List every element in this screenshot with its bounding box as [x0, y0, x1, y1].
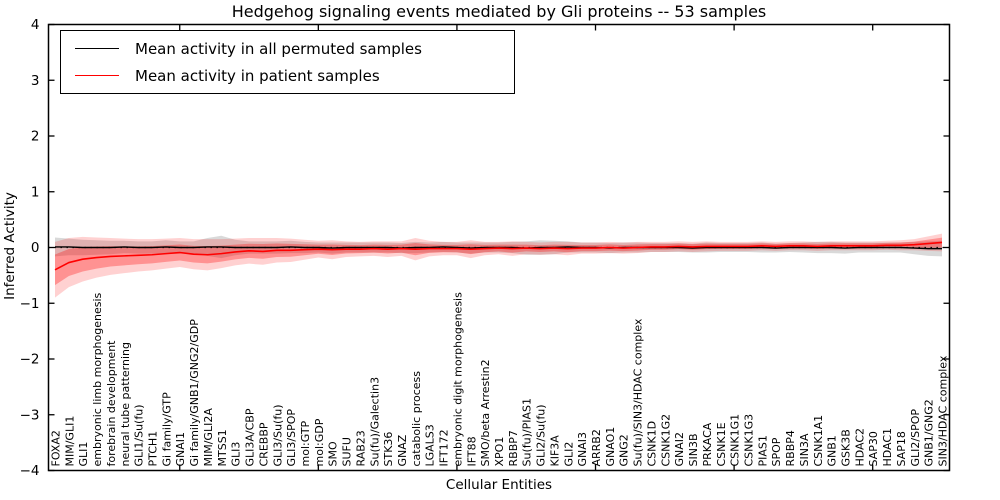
x-category-label: GLI3/Su(fu) [271, 405, 284, 467]
x-category-label: MIM/GLI2A [202, 408, 215, 467]
y-tick-label: −4 [20, 463, 40, 479]
legend-label-patient: Mean activity in patient samples [135, 66, 380, 85]
x-category-label: mol:GTP [299, 420, 312, 466]
x-category-label: SAP18 [895, 431, 908, 466]
x-category-label: Gi family/GNB1/GNG2/GDP [188, 319, 201, 467]
x-category-label: SIN3/HDAC complex [937, 355, 950, 466]
x-category-label: SPOP [770, 437, 783, 466]
x-category-label: mol:GDP [313, 418, 326, 466]
x-category-label: ARRB2 [590, 429, 603, 466]
patient-mean-line [54, 241, 943, 271]
x-category-label: GNB1 [826, 435, 839, 466]
x-category-label: GLI3A/CBP [244, 408, 257, 466]
y-tick-label: −3 [20, 407, 40, 423]
x-axis-label: Cellular Entities [445, 477, 553, 493]
x-category-label: RBBP7 [507, 430, 520, 466]
x-category-label: GLI1/Su(fu) [133, 405, 146, 467]
y-tick-label: −2 [20, 352, 40, 368]
legend-item-patient: Mean activity in patient samples [75, 66, 514, 86]
y-tick-label: −1 [20, 296, 40, 312]
patient-line-sample-icon [75, 75, 119, 76]
x-category-label: GLI1 [77, 442, 90, 467]
x-category-label: MIM/GLI1 [63, 416, 76, 467]
x-category-label: IFT88 [465, 436, 478, 466]
x-category-label: GLI2/Su(fu) [535, 405, 548, 467]
legend-item-permuted: Mean activity in all permuted samples [75, 39, 514, 59]
x-category-label: SMO/beta Arrestin2 [479, 359, 492, 466]
x-category-label: KIF3A [548, 435, 561, 467]
x-category-label: embryonic digit morphogenesis [451, 292, 464, 467]
x-category-label: Su(fu)/SIN3/HDAC complex [632, 318, 645, 466]
y-tick-label: 3 [31, 73, 40, 89]
patient-std-band-inner [55, 237, 942, 286]
x-category-label: XPO1 [493, 437, 506, 467]
x-category-label: Su(fu)/PIAS1 [521, 398, 534, 466]
x-category-label: GLI2/SPOP [909, 409, 922, 467]
x-category-label: Su(fu)/Galectin3 [368, 377, 381, 467]
x-category-label: SUFU [341, 437, 354, 466]
x-category-label: GLI2 [562, 442, 575, 467]
x-category-label: catabolic process [410, 371, 423, 467]
x-category-label: Gi family/GTP [160, 392, 173, 467]
x-category-label: STK36 [382, 432, 395, 467]
x-category-label: FOXA2 [50, 430, 63, 466]
x-category-label: GLI3 [230, 442, 243, 467]
x-category-label: GNG2 [618, 434, 631, 466]
x-category-label: GNB1/GNG2 [923, 399, 936, 466]
x-category-label: CSNK1G3 [742, 414, 755, 467]
x-category-label: SIN3A [798, 433, 811, 466]
x-category-label: embryonic limb morphogenesis [91, 292, 104, 466]
permuted-line-sample-icon [75, 48, 119, 49]
x-category-label: forebrain development [105, 340, 118, 467]
x-category-label: PTCH1 [147, 431, 160, 467]
x-category-label: RBBP4 [784, 430, 797, 466]
x-category-label: PRKACA [701, 422, 714, 466]
x-category-label: IFT172 [438, 429, 451, 466]
x-category-label: CREBBP [257, 422, 270, 466]
chart-title: Hedgehog signaling events mediated by Gl… [231, 2, 767, 21]
x-category-label: CSNK1G2 [659, 414, 672, 467]
x-category-label: SAP30 [867, 431, 880, 466]
x-category-label: MTSS1 [216, 429, 229, 466]
x-category-label: GSK3B [839, 429, 852, 466]
y-tick-label: 4 [31, 17, 40, 33]
x-category-label: RAB23 [354, 430, 367, 466]
x-category-label: SIN3B [687, 434, 700, 467]
x-category-label: neural tube patterning [119, 342, 132, 467]
x-category-label: SMO [327, 441, 340, 466]
legend: Mean activity in all permuted samples Me… [60, 30, 515, 94]
y-tick-label: 0 [31, 240, 40, 256]
x-category-label: GLI3/SPOP [285, 409, 298, 467]
y-tick-label: 2 [31, 129, 40, 145]
x-category-label: GNAI3 [576, 432, 589, 467]
x-category-label: CSNK1G1 [729, 414, 742, 467]
x-category-label: HDAC1 [881, 428, 894, 467]
x-category-label: CSNK1A1 [812, 415, 825, 467]
x-category-label: LGALS3 [424, 424, 437, 466]
legend-label-permuted: Mean activity in all permuted samples [135, 39, 422, 58]
x-category-label: CSNK1E [715, 422, 728, 466]
x-category-label: GNAO1 [604, 427, 617, 467]
x-category-label: HDAC2 [853, 428, 866, 467]
x-category-label: PIAS1 [756, 435, 769, 466]
x-category-label: GNAZ [396, 434, 409, 466]
x-category-label: CSNK1D [645, 421, 658, 467]
y-tick-label: 1 [31, 184, 40, 200]
patient-std-band-outer [55, 233, 942, 298]
x-category-label: GNAI1 [174, 432, 187, 467]
x-category-label: GNAI2 [673, 432, 686, 467]
